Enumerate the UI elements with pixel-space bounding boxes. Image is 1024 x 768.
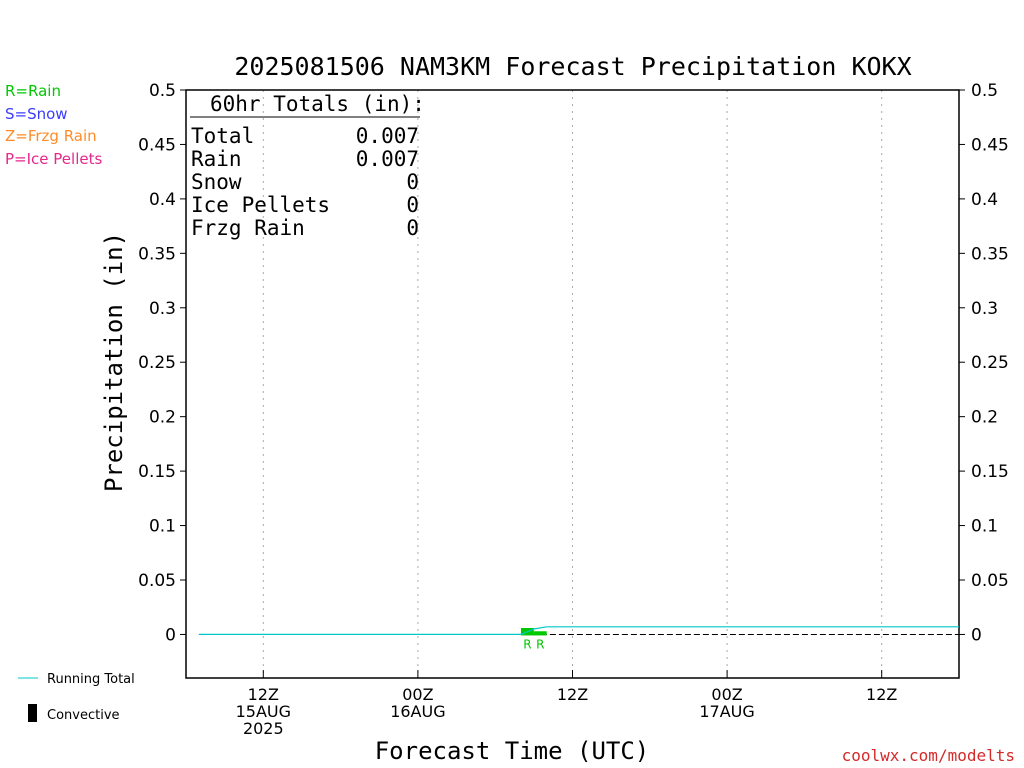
y-tick-label-left: 0.35 (138, 244, 176, 264)
y-tick-label-left: 0.5 (149, 81, 176, 101)
y-ticks-right: 0 0.05 0.1 0.15 0.2 0.25 0.3 0.35 0.4 0.45 0.5 (959, 81, 1009, 645)
y-tick-label-left: 0.05 (138, 571, 176, 591)
x-tick-label: 00Z (711, 685, 742, 704)
x-tick-label: 12Z (557, 685, 588, 704)
y-tick-label-right: 0.15 (971, 462, 1009, 482)
totals-row-label: Snow (191, 170, 242, 194)
totals-row-label: Frzg Rain (191, 216, 305, 240)
y-tick-label-right: 0.4 (971, 190, 998, 210)
x-tick-label: 2025 (243, 719, 284, 738)
y-tick-label-right: 0 (971, 625, 982, 645)
precip-type-marker: R (523, 637, 531, 651)
y-tick-label-right: 0.3 (971, 299, 998, 319)
x-tick-label: 17AUG (699, 702, 754, 721)
bottom-legend: Running Total Convective (18, 672, 135, 723)
totals-row-label: Total (191, 124, 254, 148)
y-tick-label-right: 0.2 (971, 408, 998, 428)
totals-header: 60hr Totals (in): (210, 92, 425, 116)
y-axis-label: Precipitation (in) (100, 232, 128, 492)
running-total-line (198, 626, 959, 636)
totals-rows: Total 0.007 Rain 0.007 Snow 0 Ice Pellets 0 Frzg… (191, 124, 419, 240)
convective-legend-label: Convective (47, 708, 120, 723)
x-tick-label: 00Z (402, 685, 433, 704)
legend-ice-pellets: P=Ice Pellets (5, 150, 102, 168)
totals-row-value: 0.007 (356, 124, 419, 148)
grid-lines (262, 90, 883, 678)
x-tick-label: 12Z (248, 685, 279, 704)
totals-box: 60hr Totals (in): Total 0.007 Rain 0.007 Sno… (190, 92, 425, 240)
precip-type-marker: R (536, 637, 544, 651)
y-tick-label-left: 0 (165, 625, 176, 645)
legend-frzg-rain: Z=Frzg Rain (5, 127, 97, 145)
precip-bar (533, 631, 547, 636)
type-legend: R=Rain S=Snow Z=Frzg Rain P=Ice Pellets (5, 82, 102, 168)
chart-title: 2025081506 NAM3KM Forecast Precipitation… (234, 52, 911, 81)
y-ticks-left: 0 0.05 0.1 0.15 0.2 0.25 0.3 0.35 0.4 0.45 0.5 (138, 81, 186, 645)
credit-text: coolwx.com/modelts (842, 746, 1015, 765)
legend-rain: R=Rain (5, 82, 61, 100)
y-tick-label-right: 0.35 (971, 244, 1009, 264)
y-tick-label-left: 0.15 (138, 462, 176, 482)
totals-row-value: 0 (406, 216, 419, 240)
running-total-legend-label: Running Total (47, 672, 135, 687)
y-tick-label-right: 0.25 (971, 353, 1009, 373)
y-tick-label-right: 0.45 (971, 135, 1009, 155)
totals-row-label: Ice Pellets (191, 193, 330, 217)
x-tick-label: 12Z (866, 685, 897, 704)
legend-snow: S=Snow (5, 105, 68, 123)
x-tick-label: 16AUG (390, 702, 445, 721)
totals-row-label: Rain (191, 147, 242, 171)
y-tick-label-right: 0.1 (971, 517, 998, 537)
y-tick-label-right: 0.05 (971, 571, 1009, 591)
y-tick-label-left: 0.3 (149, 299, 176, 319)
y-tick-label-left: 0.2 (149, 408, 176, 428)
y-tick-label-left: 0.25 (138, 353, 176, 373)
y-tick-label-right: 0.5 (971, 81, 998, 101)
convective-legend-swatch (28, 704, 37, 722)
y-tick-label-left: 0.1 (149, 517, 176, 537)
x-axis-label: Forecast Time (UTC) (375, 737, 650, 765)
y-tick-label-left: 0.4 (149, 190, 176, 210)
totals-row-value: 0 (406, 170, 419, 194)
x-tick-label: 15AUG (236, 702, 291, 721)
totals-row-value: 0 (406, 193, 419, 217)
totals-row-value: 0.007 (356, 147, 419, 171)
y-tick-label-left: 0.45 (138, 135, 176, 155)
